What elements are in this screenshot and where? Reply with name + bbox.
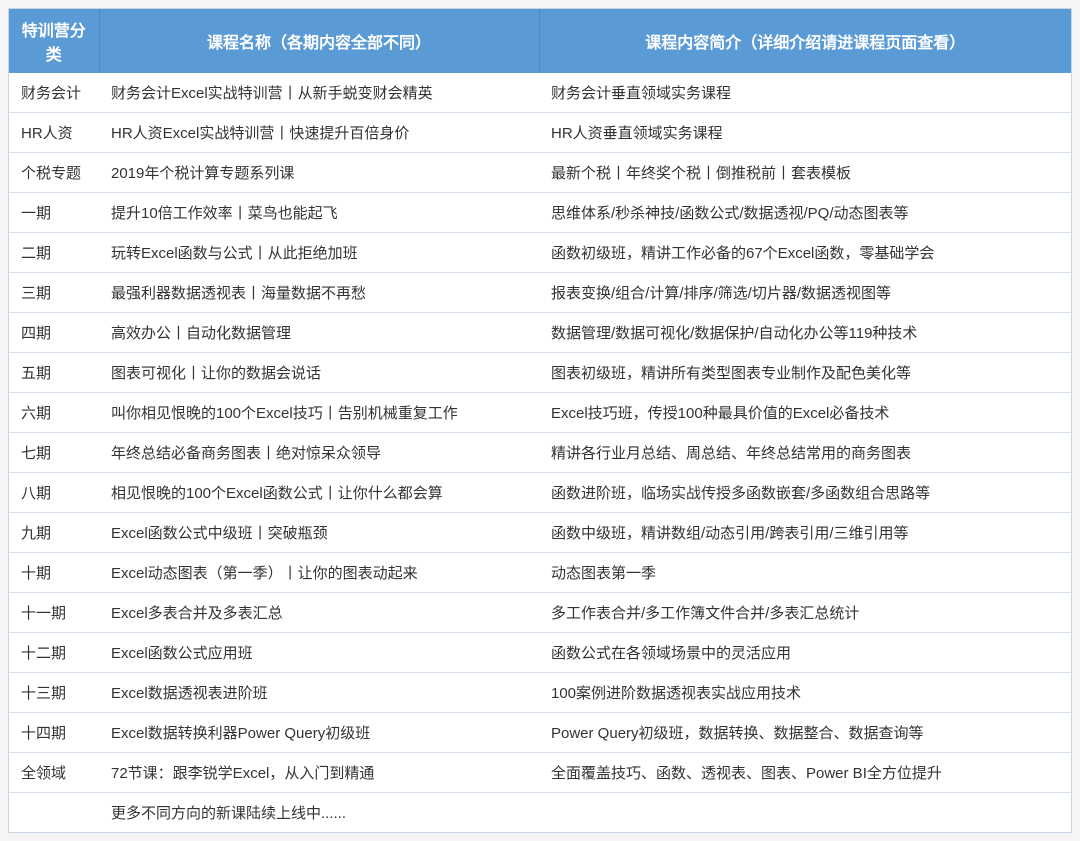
cell-category: HR人资 (9, 113, 99, 153)
table-row: 二期玩转Excel函数与公式丨从此拒绝加班函数初级班，精讲工作必备的67个Exc… (9, 233, 1071, 273)
cell-course-desc: 报表变换/组合/计算/排序/筛选/切片器/数据透视图等 (539, 273, 1071, 313)
table-row: 一期提升10倍工作效率丨菜鸟也能起飞思维体系/秒杀神技/函数公式/数据透视/PQ… (9, 193, 1071, 233)
cell-course-desc: 函数公式在各领域场景中的灵活应用 (539, 633, 1071, 673)
cell-course-desc: 精讲各行业月总结、周总结、年终总结常用的商务图表 (539, 433, 1071, 473)
table-row: 个税专题2019年个税计算专题系列课最新个税丨年终奖个税丨倒推税前丨套表模板 (9, 153, 1071, 193)
table-row: 九期Excel函数公式中级班丨突破瓶颈函数中级班，精讲数组/动态引用/跨表引用/… (9, 513, 1071, 553)
table-row: HR人资HR人资Excel实战特训营丨快速提升百倍身价HR人资垂直领域实务课程 (9, 113, 1071, 153)
table-row: 十期Excel动态图表（第一季）丨让你的图表动起来动态图表第一季 (9, 553, 1071, 593)
table-row: 十一期Excel多表合并及多表汇总多工作表合并/多工作簿文件合并/多表汇总统计 (9, 593, 1071, 633)
cell-category: 二期 (9, 233, 99, 273)
cell-course-desc: 最新个税丨年终奖个税丨倒推税前丨套表模板 (539, 153, 1071, 193)
cell-course-name: Excel数据透视表进阶班 (99, 673, 539, 713)
cell-category: 十一期 (9, 593, 99, 633)
cell-course-desc: 思维体系/秒杀神技/函数公式/数据透视/PQ/动态图表等 (539, 193, 1071, 233)
cell-category: 一期 (9, 193, 99, 233)
cell-course-desc: 数据管理/数据可视化/数据保护/自动化办公等119种技术 (539, 313, 1071, 353)
cell-category: 九期 (9, 513, 99, 553)
cell-course-name: 相见恨晚的100个Excel函数公式丨让你什么都会算 (99, 473, 539, 513)
table-row: 全领域72节课：跟李锐学Excel，从入门到精通全面覆盖技巧、函数、透视表、图表… (9, 753, 1071, 793)
header-course-name: 课程名称（各期内容全部不同） (99, 9, 539, 73)
cell-course-name: 更多不同方向的新课陆续上线中...... (99, 793, 539, 833)
cell-course-desc: Excel技巧班，传授100种最具价值的Excel必备技术 (539, 393, 1071, 433)
cell-category: 十期 (9, 553, 99, 593)
cell-course-desc: 动态图表第一季 (539, 553, 1071, 593)
cell-course-name: 提升10倍工作效率丨菜鸟也能起飞 (99, 193, 539, 233)
table-row: 六期叫你相见恨晚的100个Excel技巧丨告别机械重复工作Excel技巧班，传授… (9, 393, 1071, 433)
table-row: 十二期Excel函数公式应用班函数公式在各领域场景中的灵活应用 (9, 633, 1071, 673)
cell-course-name: Excel函数公式应用班 (99, 633, 539, 673)
cell-category: 个税专题 (9, 153, 99, 193)
table-row: 十三期Excel数据透视表进阶班100案例进阶数据透视表实战应用技术 (9, 673, 1071, 713)
table-row: 五期图表可视化丨让你的数据会说话图表初级班，精讲所有类型图表专业制作及配色美化等 (9, 353, 1071, 393)
cell-course-name: Excel数据转换利器Power Query初级班 (99, 713, 539, 753)
cell-course-name: 年终总结必备商务图表丨绝对惊呆众领导 (99, 433, 539, 473)
cell-course-name: 72节课：跟李锐学Excel，从入门到精通 (99, 753, 539, 793)
cell-course-desc: 函数中级班，精讲数组/动态引用/跨表引用/三维引用等 (539, 513, 1071, 553)
cell-course-desc: 全面覆盖技巧、函数、透视表、图表、Power BI全方位提升 (539, 753, 1071, 793)
cell-category: 财务会计 (9, 73, 99, 113)
cell-category: 十二期 (9, 633, 99, 673)
cell-course-name: Excel多表合并及多表汇总 (99, 593, 539, 633)
cell-category: 三期 (9, 273, 99, 313)
course-table-container: 特训营分类 课程名称（各期内容全部不同） 课程内容简介（详细介绍请进课程页面查看… (8, 8, 1072, 833)
header-category: 特训营分类 (9, 9, 99, 73)
cell-category: 七期 (9, 433, 99, 473)
table-row: 十四期Excel数据转换利器Power Query初级班Power Query初… (9, 713, 1071, 753)
cell-course-desc: 函数初级班，精讲工作必备的67个Excel函数，零基础学会 (539, 233, 1071, 273)
table-row: 更多不同方向的新课陆续上线中...... (9, 793, 1071, 833)
cell-course-desc: 函数进阶班，临场实战传授多函数嵌套/多函数组合思路等 (539, 473, 1071, 513)
table-header: 特训营分类 课程名称（各期内容全部不同） 课程内容简介（详细介绍请进课程页面查看… (9, 9, 1071, 73)
cell-course-name: HR人资Excel实战特训营丨快速提升百倍身价 (99, 113, 539, 153)
cell-course-desc (539, 793, 1071, 833)
cell-course-name: 2019年个税计算专题系列课 (99, 153, 539, 193)
cell-category: 十四期 (9, 713, 99, 753)
cell-course-desc: 图表初级班，精讲所有类型图表专业制作及配色美化等 (539, 353, 1071, 393)
table-body: 财务会计财务会计Excel实战特训营丨从新手蜕变财会精英财务会计垂直领域实务课程… (9, 73, 1071, 832)
cell-course-name: 玩转Excel函数与公式丨从此拒绝加班 (99, 233, 539, 273)
cell-category: 八期 (9, 473, 99, 513)
cell-course-name: 高效办公丨自动化数据管理 (99, 313, 539, 353)
cell-category (9, 793, 99, 833)
cell-course-desc: 财务会计垂直领域实务课程 (539, 73, 1071, 113)
cell-course-name: Excel函数公式中级班丨突破瓶颈 (99, 513, 539, 553)
cell-course-desc: HR人资垂直领域实务课程 (539, 113, 1071, 153)
cell-category: 四期 (9, 313, 99, 353)
cell-category: 全领域 (9, 753, 99, 793)
course-table: 特训营分类 课程名称（各期内容全部不同） 课程内容简介（详细介绍请进课程页面查看… (9, 9, 1071, 832)
cell-course-desc: 多工作表合并/多工作簿文件合并/多表汇总统计 (539, 593, 1071, 633)
header-course-desc: 课程内容简介（详细介绍请进课程页面查看） (539, 9, 1071, 73)
cell-course-desc: 100案例进阶数据透视表实战应用技术 (539, 673, 1071, 713)
cell-course-name: 叫你相见恨晚的100个Excel技巧丨告别机械重复工作 (99, 393, 539, 433)
cell-course-name: 财务会计Excel实战特训营丨从新手蜕变财会精英 (99, 73, 539, 113)
cell-course-name: 最强利器数据透视表丨海量数据不再愁 (99, 273, 539, 313)
cell-course-name: Excel动态图表（第一季）丨让你的图表动起来 (99, 553, 539, 593)
cell-course-desc: Power Query初级班，数据转换、数据整合、数据查询等 (539, 713, 1071, 753)
cell-category: 十三期 (9, 673, 99, 713)
table-row: 七期年终总结必备商务图表丨绝对惊呆众领导精讲各行业月总结、周总结、年终总结常用的… (9, 433, 1071, 473)
cell-category: 五期 (9, 353, 99, 393)
cell-category: 六期 (9, 393, 99, 433)
cell-course-name: 图表可视化丨让你的数据会说话 (99, 353, 539, 393)
table-row: 八期相见恨晚的100个Excel函数公式丨让你什么都会算函数进阶班，临场实战传授… (9, 473, 1071, 513)
table-row: 三期最强利器数据透视表丨海量数据不再愁报表变换/组合/计算/排序/筛选/切片器/… (9, 273, 1071, 313)
table-row: 财务会计财务会计Excel实战特训营丨从新手蜕变财会精英财务会计垂直领域实务课程 (9, 73, 1071, 113)
table-row: 四期高效办公丨自动化数据管理数据管理/数据可视化/数据保护/自动化办公等119种… (9, 313, 1071, 353)
